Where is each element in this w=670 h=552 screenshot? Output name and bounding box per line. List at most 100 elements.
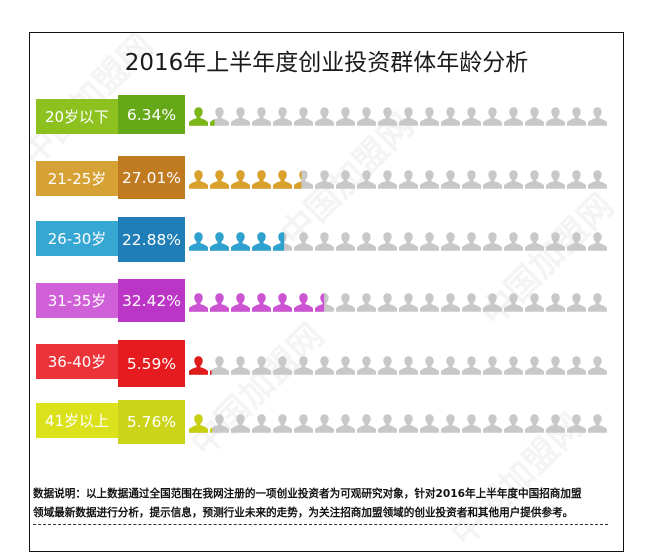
person-icon-bar <box>188 355 608 377</box>
person-icon <box>188 106 209 128</box>
person-icon <box>587 169 608 191</box>
person-icon <box>377 106 398 128</box>
person-icon <box>587 231 608 253</box>
person-icon <box>314 413 335 435</box>
person-icon <box>524 231 545 253</box>
percentage-value: 6.34% <box>118 95 185 134</box>
chart-title: 2016年上半年度创业投资群体年龄分析 <box>124 50 529 76</box>
person-icon <box>566 106 587 128</box>
person-icon <box>419 292 440 314</box>
person-icon <box>482 169 503 191</box>
person-icon <box>377 413 398 435</box>
person-icon <box>440 355 461 377</box>
person-icon <box>461 106 482 128</box>
person-icon <box>335 292 356 314</box>
percentage-value: 27.01% <box>118 156 185 199</box>
person-icon <box>377 292 398 314</box>
percentage-value: 5.59% <box>118 340 185 387</box>
person-icon <box>356 292 377 314</box>
person-icon <box>545 106 566 128</box>
person-icon <box>314 355 335 377</box>
person-icon <box>524 106 545 128</box>
person-icon <box>419 169 440 191</box>
person-icon <box>230 231 251 253</box>
age-row: 36-40岁 5.59% <box>36 340 616 387</box>
infographic-frame: 中国加盟网 中国加盟网 中国加盟网 中国加盟网 中国加盟网 2016年上半年度创… <box>29 32 624 552</box>
person-icon <box>524 169 545 191</box>
person-icon <box>440 413 461 435</box>
person-icon <box>272 169 293 191</box>
person-icon <box>524 292 545 314</box>
age-row: 20岁以下 6.34% <box>36 95 616 141</box>
person-icon <box>314 292 335 314</box>
person-icon <box>356 231 377 253</box>
person-icon <box>293 231 314 253</box>
person-icon <box>461 413 482 435</box>
age-label: 41岁以上 <box>36 403 118 438</box>
data-note-line2: 领域最新数据进行分析，提示信息，预测行业未来的走势，为关注招商加盟领域的创业投资… <box>33 507 574 519</box>
person-icon <box>503 106 524 128</box>
person-icon <box>230 292 251 314</box>
person-icon <box>293 106 314 128</box>
person-icon <box>566 231 587 253</box>
person-icon <box>419 106 440 128</box>
person-icon <box>440 231 461 253</box>
person-icon <box>482 106 503 128</box>
age-label: 21-25岁 <box>36 161 118 196</box>
person-icon <box>272 413 293 435</box>
person-icon <box>188 355 209 377</box>
person-icon-bar <box>188 169 608 191</box>
age-row: 21-25岁 27.01% <box>36 156 616 202</box>
person-icon <box>545 413 566 435</box>
person-icon <box>293 169 314 191</box>
person-icon <box>524 413 545 435</box>
person-icon <box>293 292 314 314</box>
person-icon <box>503 355 524 377</box>
person-icon <box>314 231 335 253</box>
person-icon <box>398 169 419 191</box>
dashed-divider <box>33 524 608 525</box>
person-icon <box>272 292 293 314</box>
person-icon <box>461 355 482 377</box>
person-icon <box>335 106 356 128</box>
person-icon <box>230 355 251 377</box>
person-icon <box>587 292 608 314</box>
age-row: 41岁以上 5.76% <box>36 400 616 446</box>
person-icon <box>482 292 503 314</box>
person-icon <box>335 231 356 253</box>
data-note-line1: 数据说明：以上数据通过全国范围在我网注册的一项创业投资者为可观研究对象，针对20… <box>33 488 582 500</box>
person-icon <box>356 169 377 191</box>
age-label: 31-35岁 <box>36 283 118 318</box>
person-icon <box>356 106 377 128</box>
person-icon <box>188 292 209 314</box>
person-icon <box>482 413 503 435</box>
percentage-value: 22.88% <box>118 217 185 262</box>
person-icon <box>209 169 230 191</box>
percentage-value: 32.42% <box>118 279 185 322</box>
person-icon <box>209 355 230 377</box>
age-row: 26-30岁 22.88% <box>36 217 616 263</box>
person-icon-bar <box>188 106 608 128</box>
person-icon <box>335 355 356 377</box>
person-icon <box>209 292 230 314</box>
person-icon <box>587 106 608 128</box>
person-icon <box>545 169 566 191</box>
person-icon <box>503 231 524 253</box>
person-icon <box>398 413 419 435</box>
person-icon <box>230 106 251 128</box>
person-icon <box>377 355 398 377</box>
person-icon <box>440 106 461 128</box>
person-icon <box>461 231 482 253</box>
person-icon-bar <box>188 231 608 253</box>
person-icon <box>335 169 356 191</box>
person-icon <box>482 355 503 377</box>
age-row: 31-35岁 32.42% <box>36 279 616 325</box>
person-icon <box>566 413 587 435</box>
person-icon <box>566 355 587 377</box>
person-icon <box>188 231 209 253</box>
person-icon <box>524 355 545 377</box>
person-icon <box>335 413 356 435</box>
person-icon-bar <box>188 292 608 314</box>
person-icon <box>419 355 440 377</box>
person-icon <box>545 355 566 377</box>
